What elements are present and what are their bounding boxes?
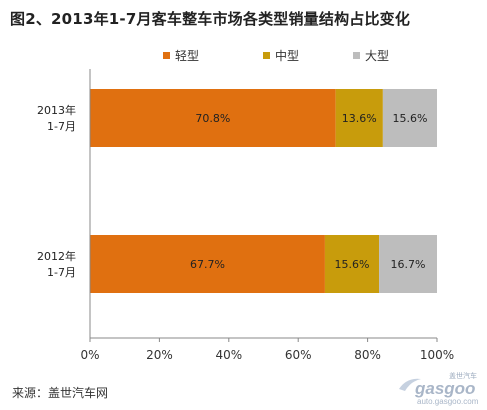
gasgoo-watermark-logo: 盖世汽车 gasgoo auto.gasgoo.com [399, 371, 479, 406]
legend-label: 中型 [275, 48, 299, 63]
legend-swatch [263, 52, 270, 59]
category-label: 1-7月 [47, 120, 76, 133]
legend-swatch [163, 52, 170, 59]
category-label: 1-7月 [47, 266, 76, 279]
category-labels: 2013年 1-7月 2012年 1-7月 [37, 103, 76, 279]
x-tick-label: 20% [146, 348, 173, 362]
data-label: 16.7% [391, 258, 426, 271]
legend-label: 大型 [365, 49, 389, 63]
x-tick-label: 80% [354, 348, 381, 362]
chart-title: 图2、2013年1-7月客车整车市场各类型销量结构占比变化 [10, 10, 411, 28]
x-tick-label: 0% [80, 348, 99, 362]
watermark-brand-text: gasgoo [414, 379, 475, 398]
legend-label: 轻型 [175, 49, 199, 63]
category-label: 2013年 [37, 103, 76, 117]
x-axis: 0% 20% 40% 60% 80% 100% [80, 69, 454, 362]
legend: 轻型 中型 大型 [163, 48, 389, 63]
bar-segment [379, 235, 437, 293]
data-label: 67.7% [190, 258, 225, 271]
data-label: 13.6% [342, 112, 377, 125]
bar-segment [90, 235, 325, 293]
x-tick-label: 60% [285, 348, 312, 362]
watermark-url-text: auto.gasgoo.com [417, 397, 479, 406]
source-note: 来源：盖世汽车网 [12, 386, 109, 400]
bar-segment [382, 89, 437, 147]
data-label: 15.6% [392, 112, 427, 125]
data-label: 70.8% [195, 112, 230, 125]
legend-swatch [353, 52, 360, 59]
bar-segment [335, 89, 383, 147]
bar-segment [324, 235, 380, 293]
x-tick-label: 40% [215, 348, 242, 362]
watermark-cn-text: 盖世汽车 [449, 371, 477, 380]
x-tick-label: 100% [420, 348, 454, 362]
plot-area: 70.8% 13.6% 15.6% 67.7% 15.6% 16.7% [90, 89, 437, 293]
watermark-swoosh-icon [399, 378, 421, 391]
bar-segment [90, 89, 336, 147]
category-label: 2012年 [37, 249, 76, 263]
data-label: 15.6% [335, 258, 370, 271]
